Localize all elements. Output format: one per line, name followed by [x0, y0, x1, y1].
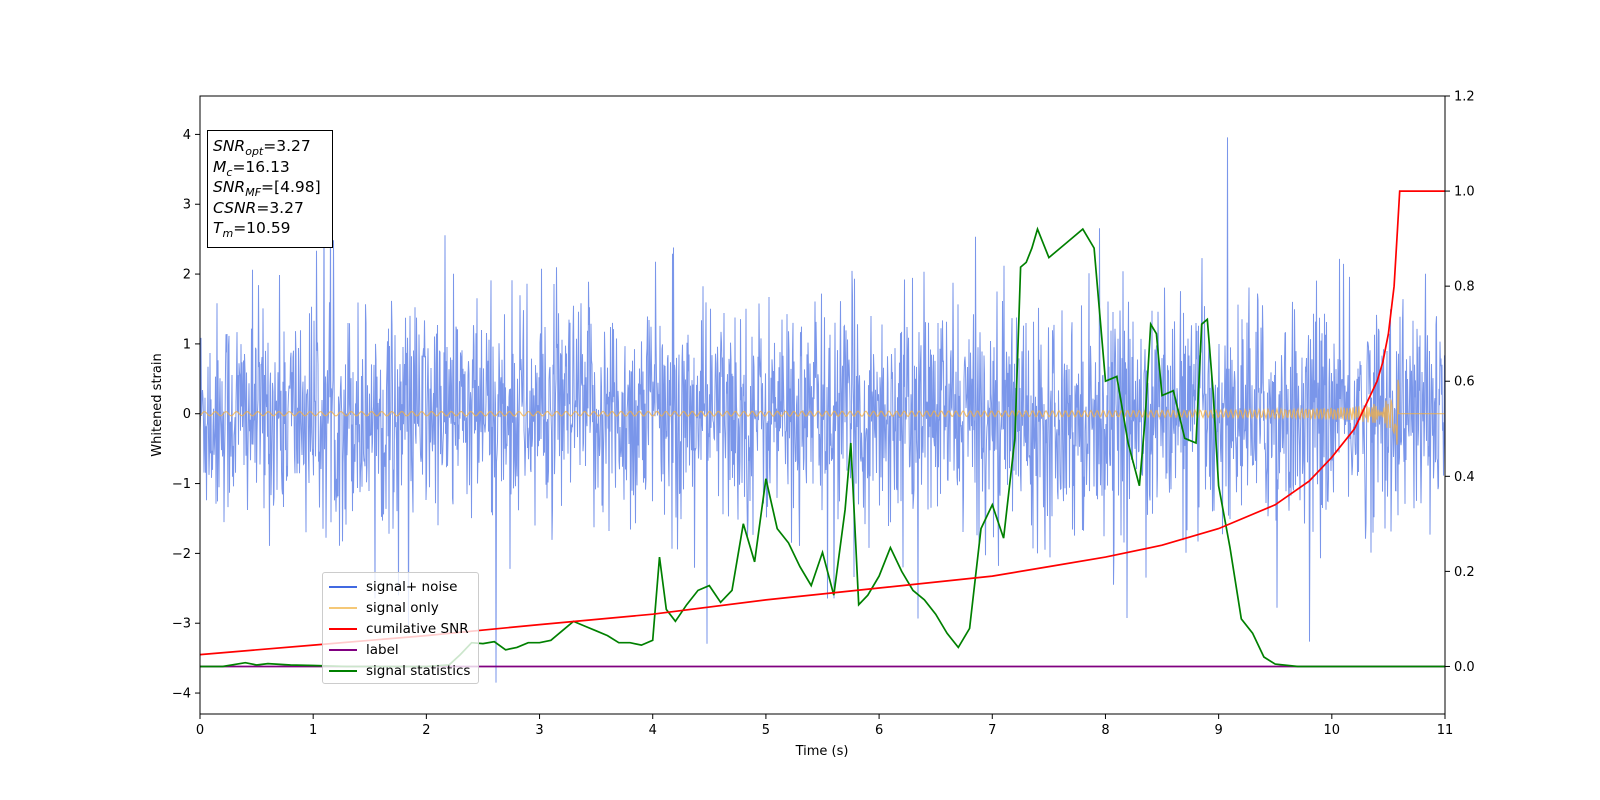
x-tick-label: 5 — [762, 723, 770, 738]
y-tick-label: 4 — [183, 128, 191, 143]
y-right-tick-label: 1.0 — [1454, 185, 1475, 200]
y-right-tick-label: 1.2 — [1454, 90, 1475, 105]
chirp-mass-line: Mc=16.13 — [213, 157, 290, 179]
legend-label: cumilative SNR — [366, 620, 469, 637]
series-line-signal-only — [200, 379, 1445, 445]
legend-item: signal+ noise — [329, 576, 478, 597]
series-signal-noise — [200, 137, 1445, 683]
legend-item: signal only — [329, 597, 478, 618]
snr-mf-line: SNRMF=[4.98] — [213, 178, 321, 200]
legend-label: signal only — [366, 599, 439, 616]
y-axis-right: 0.0 0.2 0.4 0.6 0.8 1.0 1.2 — [1445, 90, 1475, 675]
y-tick-label: 2 — [183, 268, 191, 283]
x-tick-label: 0 — [196, 723, 204, 738]
x-tick-label: 7 — [988, 723, 996, 738]
y-right-tick-label: 0.6 — [1454, 375, 1475, 390]
x-tick-label: 2 — [422, 723, 430, 738]
merger-time-line: Tm=10.59 — [213, 219, 291, 241]
y-right-tick-label: 0.4 — [1454, 470, 1475, 485]
legend-swatch-label — [329, 648, 357, 651]
legend-swatch-signal-noise — [329, 585, 357, 588]
csnr-line: CSNR=3.27 — [213, 198, 304, 217]
snr-info-box: SNRopt=3.27 Mc=16.13 SNRMF=[4.98] CSNR=3… — [207, 130, 333, 248]
y-axis-left: −4 −3 −2 −1 0 1 2 3 4 — [172, 128, 200, 702]
y-right-tick-label: 0.2 — [1454, 565, 1475, 580]
legend-label: signal+ noise — [366, 578, 458, 595]
legend-item: label — [329, 639, 478, 660]
x-axis: 0 1 2 3 4 5 6 7 8 9 10 11 — [196, 714, 1453, 738]
y-tick-label: 0 — [183, 407, 191, 422]
y-tick-label: −4 — [172, 687, 191, 702]
y-tick-label: −3 — [172, 617, 191, 632]
legend-swatch-signal-statistics — [329, 669, 357, 672]
y-tick-label: 3 — [183, 198, 191, 213]
legend-item: signal statistics — [329, 660, 478, 681]
plot-frame — [199, 95, 1446, 715]
x-tick-label: 3 — [535, 723, 543, 738]
x-tick-label: 11 — [1437, 723, 1454, 738]
y-tick-label: −2 — [172, 547, 191, 562]
x-tick-label: 9 — [1214, 723, 1222, 738]
snr-opt-line: SNRopt=3.27 — [213, 137, 311, 159]
x-tick-label: 8 — [1101, 723, 1109, 738]
legend-swatch-cumulative-snr — [329, 627, 357, 630]
x-tick-label: 10 — [1324, 723, 1341, 738]
x-tick-label: 1 — [309, 723, 317, 738]
y-tick-label: −1 — [172, 477, 191, 492]
legend-label: signal statistics — [366, 662, 471, 679]
legend-item: cumilative SNR — [329, 618, 478, 639]
y-right-tick-label: 0.8 — [1454, 280, 1475, 295]
x-tick-label: 6 — [875, 723, 883, 738]
x-axis-label: Time (s) — [795, 744, 849, 759]
legend-swatch-signal-only — [329, 606, 357, 609]
series-line-cumulative-snr — [200, 190, 1445, 656]
series-line-signal-statistics — [200, 226, 1445, 668]
y-right-tick-label: 0.0 — [1454, 660, 1475, 675]
y-axis-label: Whitened strain — [150, 353, 165, 456]
series-line-signal-noise — [200, 137, 1445, 683]
legend: signal+ noise signal only cumilative SNR… — [322, 572, 479, 684]
series-signal-only — [200, 379, 1445, 445]
x-tick-label: 4 — [649, 723, 657, 738]
y-tick-label: 1 — [183, 337, 191, 352]
legend-label: label — [366, 641, 399, 658]
